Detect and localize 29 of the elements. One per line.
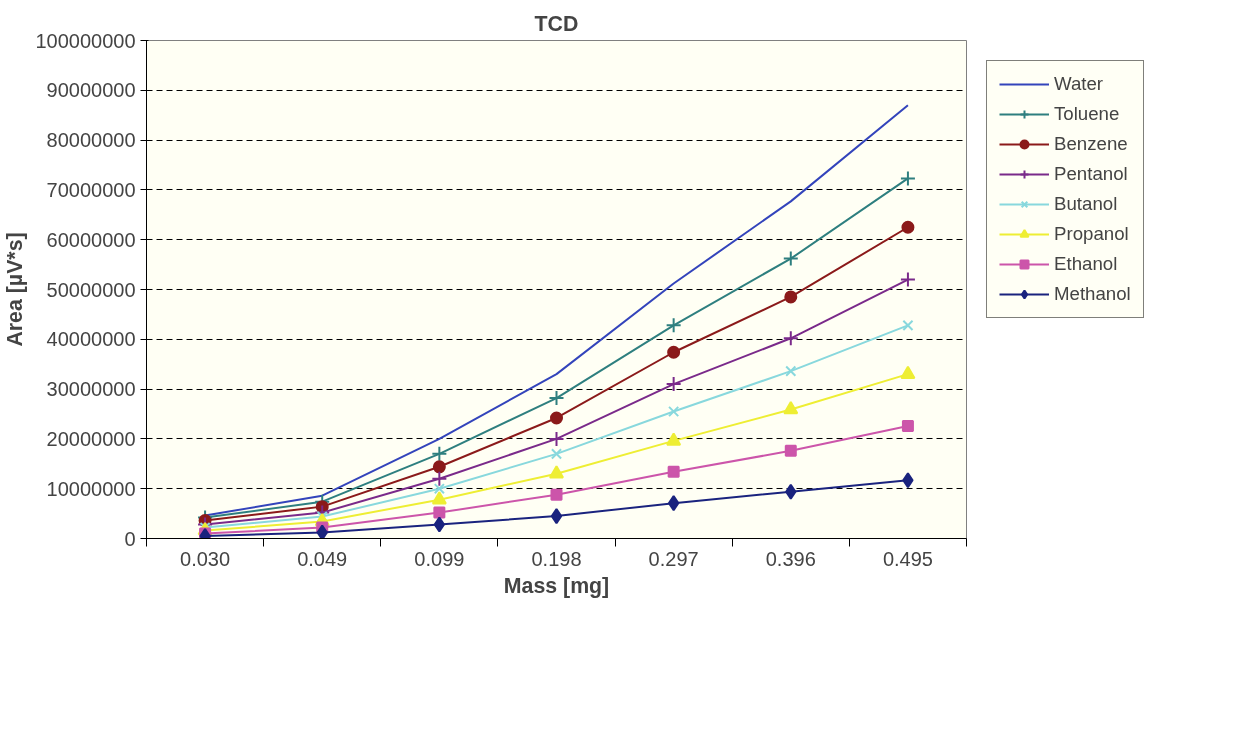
legend-label: Toluene <box>1054 103 1120 125</box>
y-tick-label: 30000000 <box>46 378 136 401</box>
legend-label: Pentanol <box>1054 163 1128 185</box>
y-tick-label: 100000000 <box>35 29 136 52</box>
legend-label: Ethanol <box>1054 253 1118 275</box>
legend-label: Butanol <box>1054 193 1118 215</box>
y-tick-label: 20000000 <box>46 427 136 450</box>
legend-label: Water <box>1054 73 1104 95</box>
legend-label: Benzene <box>1054 133 1128 155</box>
legend-label: Propanol <box>1054 223 1129 245</box>
x-tick-label: 0.030 <box>180 547 231 570</box>
x-tick-label: 0.099 <box>414 547 465 570</box>
y-tick-label: 60000000 <box>46 228 136 251</box>
y-tick-label: 10000000 <box>46 477 136 500</box>
legend-label: Methanol <box>1054 283 1131 305</box>
y-tick-label: 90000000 <box>46 79 136 102</box>
y-axis-title: Area [µV*s] <box>3 232 28 347</box>
chart-title: TCD <box>534 11 579 36</box>
x-tick-label: 0.297 <box>648 547 699 570</box>
x-tick-label: 0.049 <box>297 547 348 570</box>
x-tick-label: 0.396 <box>765 547 816 570</box>
x-tick-label: 0.495 <box>882 547 933 570</box>
y-tick-label: 40000000 <box>46 328 136 351</box>
x-axis-title: Mass [mg] <box>503 573 610 598</box>
x-tick-label: 0.198 <box>531 547 582 570</box>
y-tick-label: 50000000 <box>46 278 136 301</box>
y-tick-label: 70000000 <box>46 178 136 201</box>
y-tick-label: 80000000 <box>46 129 136 152</box>
y-tick-label: 0 <box>124 527 136 550</box>
